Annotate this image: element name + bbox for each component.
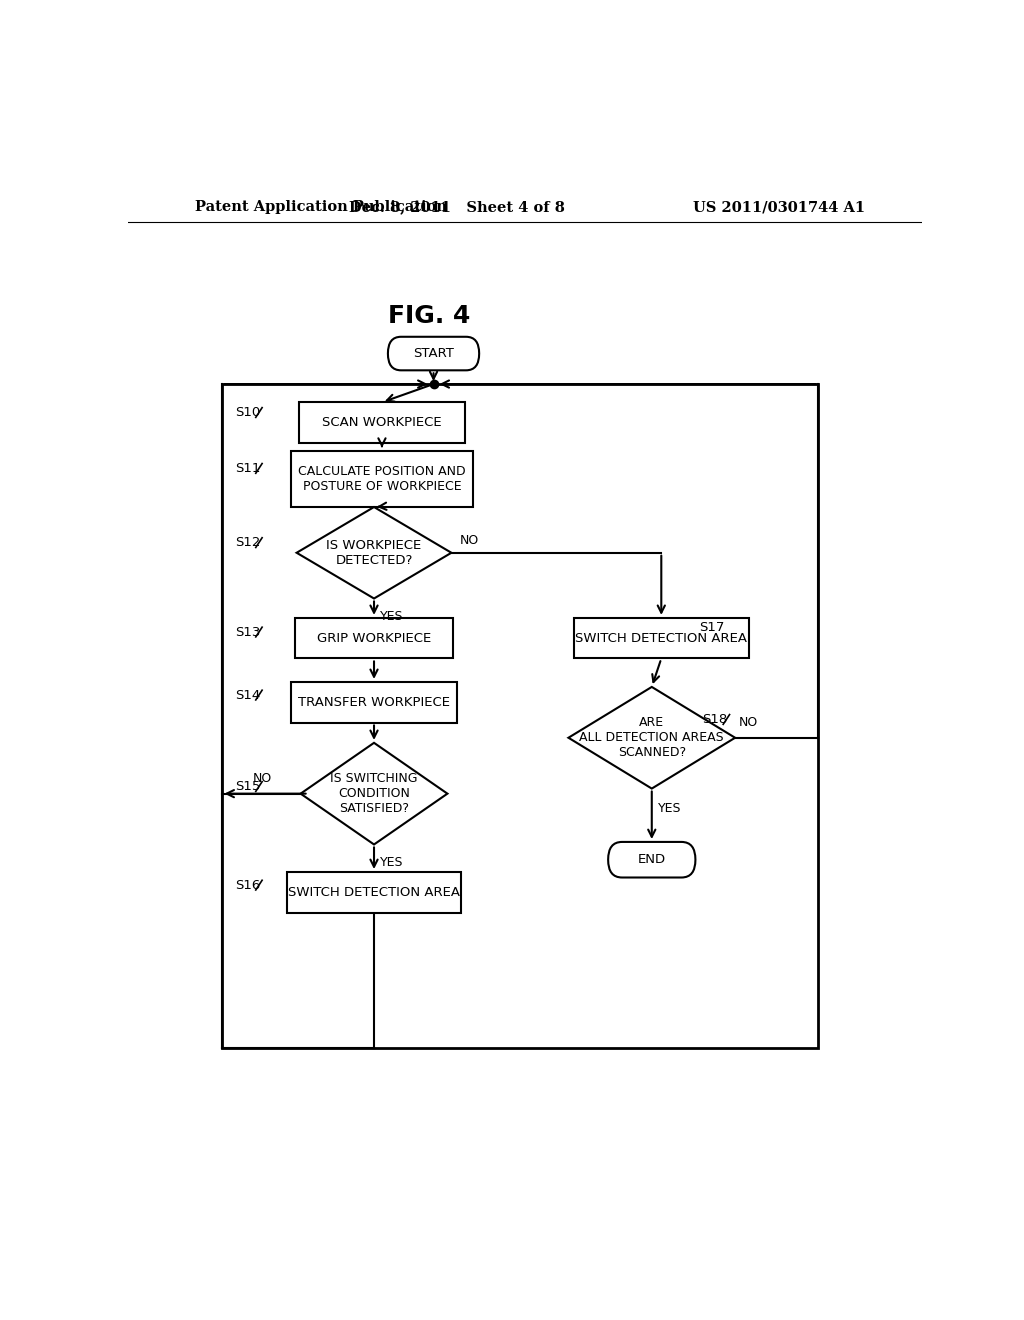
Text: S13: S13 bbox=[236, 626, 260, 639]
Text: S17: S17 bbox=[699, 622, 725, 635]
Text: FIG. 4: FIG. 4 bbox=[388, 304, 471, 327]
FancyBboxPatch shape bbox=[291, 682, 458, 722]
Text: IS WORKPIECE
DETECTED?: IS WORKPIECE DETECTED? bbox=[327, 539, 422, 566]
Text: GRIP WORKPIECE: GRIP WORKPIECE bbox=[316, 632, 431, 644]
Text: S10: S10 bbox=[236, 407, 260, 418]
Text: SWITCH DETECTION AREA: SWITCH DETECTION AREA bbox=[288, 886, 460, 899]
FancyBboxPatch shape bbox=[608, 842, 695, 878]
Text: SWITCH DETECTION AREA: SWITCH DETECTION AREA bbox=[575, 632, 748, 644]
Text: S11: S11 bbox=[236, 462, 260, 475]
FancyBboxPatch shape bbox=[291, 450, 473, 507]
FancyBboxPatch shape bbox=[574, 618, 749, 659]
Text: S15: S15 bbox=[236, 780, 260, 793]
Text: SCAN WORKPIECE: SCAN WORKPIECE bbox=[323, 416, 441, 429]
Text: CALCULATE POSITION AND
POSTURE OF WORKPIECE: CALCULATE POSITION AND POSTURE OF WORKPI… bbox=[298, 465, 466, 492]
Text: START: START bbox=[413, 347, 454, 360]
Text: Dec. 8, 2011   Sheet 4 of 8: Dec. 8, 2011 Sheet 4 of 8 bbox=[349, 201, 565, 214]
Text: S12: S12 bbox=[236, 536, 260, 549]
Text: END: END bbox=[638, 853, 666, 866]
FancyBboxPatch shape bbox=[287, 873, 462, 912]
Polygon shape bbox=[301, 743, 447, 845]
Text: IS SWITCHING
CONDITION
SATISFIED?: IS SWITCHING CONDITION SATISFIED? bbox=[331, 772, 418, 816]
FancyBboxPatch shape bbox=[388, 337, 479, 371]
Text: US 2011/0301744 A1: US 2011/0301744 A1 bbox=[692, 201, 865, 214]
Text: S16: S16 bbox=[236, 879, 260, 891]
Text: ARE
ALL DETECTION AREAS
SCANNED?: ARE ALL DETECTION AREAS SCANNED? bbox=[580, 717, 724, 759]
Text: YES: YES bbox=[380, 857, 403, 870]
FancyBboxPatch shape bbox=[295, 618, 454, 659]
Polygon shape bbox=[568, 686, 735, 788]
FancyBboxPatch shape bbox=[299, 403, 465, 444]
Text: YES: YES bbox=[380, 610, 403, 623]
Text: YES: YES bbox=[658, 803, 682, 816]
Text: NO: NO bbox=[253, 772, 272, 785]
Text: NO: NO bbox=[739, 715, 759, 729]
Text: NO: NO bbox=[460, 535, 478, 546]
Text: S14: S14 bbox=[236, 689, 260, 701]
Text: Patent Application Publication: Patent Application Publication bbox=[196, 201, 447, 214]
Polygon shape bbox=[297, 507, 452, 598]
Text: TRANSFER WORKPIECE: TRANSFER WORKPIECE bbox=[298, 696, 450, 709]
Text: S18: S18 bbox=[702, 713, 728, 726]
